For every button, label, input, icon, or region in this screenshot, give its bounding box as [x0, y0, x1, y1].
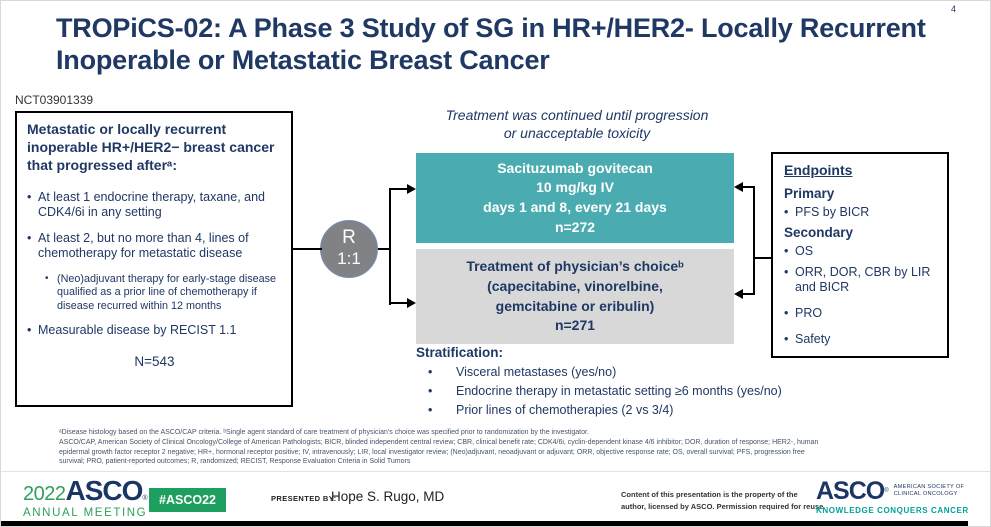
stratification-item: Endocrine therapy in metastatic setting … — [416, 382, 846, 401]
arm-tpc-line: Treatment of physician’s choiceᵇ — [466, 258, 684, 275]
annual-meeting-label: ANNUAL MEETING — [23, 507, 148, 519]
connector-line — [293, 248, 322, 250]
presented-by-label: PRESENTED BY: — [271, 494, 337, 503]
eligibility-box: Metastatic or locally recurrent inoperab… — [15, 111, 293, 407]
treatment-note: Treatment was continued until progressio… — [399, 107, 755, 143]
endpoints-secondary-label: Secondary — [784, 225, 854, 241]
arm-tpc-count: n=271 — [554, 317, 596, 334]
stratification-heading: Stratification: — [416, 345, 504, 360]
stratification-item: Prior lines of chemotherapies (2 vs 3/4) — [416, 401, 846, 420]
enrollment-count: N=543 — [134, 354, 175, 370]
registered-mark-icon: ® — [142, 495, 148, 502]
eligibility-sub-bullet: (Neo)adjuvant therapy for early-stage di… — [27, 273, 282, 313]
footnote-line: survival; PRO, patient-reported outcomes… — [59, 458, 411, 466]
endpoints-primary-label: Primary — [784, 186, 835, 201]
footnote-line: epidermal growth factor receptor 2 negat… — [59, 448, 805, 456]
hashtag-badge: #ASCO22 — [149, 488, 226, 512]
page-number: 4 — [950, 4, 956, 14]
endpoint-item: ORR, DOR, CBR by LIR and BICR — [784, 265, 939, 296]
footnote-line: ASCO/CAP, American Society of Clinical O… — [59, 438, 819, 446]
endpoints-heading: Endpoints — [784, 162, 853, 178]
arm-sg-line: days 1 and 8, every 21 days — [483, 199, 667, 215]
society-name-line: AMERICAN SOCIETY OF — [893, 483, 965, 490]
asco-logo-row: 2022 ASCO ® — [23, 475, 148, 506]
endpoint-item: Safety — [784, 332, 939, 348]
endpoints-box: Endpoints Primary PFS by BICR Secondary … — [771, 152, 949, 358]
footnotes: ᵃDisease histology based on the ASCO/CAP… — [59, 428, 984, 467]
eligibility-bullet: At least 1 endocrine therapy, taxane, an… — [27, 190, 282, 221]
treatment-note-line: or unacceptable toxicity — [503, 124, 651, 141]
logo-year: 2022 — [23, 483, 66, 505]
disclaimer-line: Content of this presentation is the prop… — [621, 490, 798, 499]
asco-society-logo: ASCO ® AMERICAN SOCIETY OF CLINICAL ONCO… — [816, 477, 969, 515]
arm-physicians-choice-box: Treatment of physician’s choiceᵇ (capeci… — [416, 249, 734, 344]
asco-society-row: ASCO ® AMERICAN SOCIETY OF CLINICAL ONCO… — [816, 477, 969, 505]
randomization-r: R — [342, 227, 356, 248]
arrow-left-icon — [734, 182, 743, 192]
arrow-right-icon — [407, 184, 416, 194]
footer-divider — [1, 471, 990, 472]
slide-title: TROPiCS-02: A Phase 3 Study of SG in HR+… — [56, 13, 926, 75]
nct-number: NCT03901339 — [15, 93, 94, 107]
asco-tagline: KNOWLEDGE CONQUERS CANCER — [816, 505, 969, 515]
asco-wordmark: ASCO — [65, 475, 144, 506]
connector-line — [743, 186, 755, 188]
randomization-ratio: 1:1 — [337, 249, 361, 269]
connector-line — [753, 186, 755, 295]
arm-sacituzumab-box: Sacituzumab govitecan 10 mg/kg IV days 1… — [416, 153, 734, 243]
treatment-note-line: Treatment was continued until progressio… — [445, 107, 709, 123]
connector-line — [743, 293, 755, 295]
arm-sg-line: Sacituzumab govitecan — [497, 159, 653, 176]
content-disclaimer: Content of this presentation is the prop… — [621, 489, 851, 512]
arrow-right-icon — [407, 298, 416, 308]
eligibility-bullet: Measurable disease by RECIST 1.1 — [27, 323, 282, 339]
connector-line — [389, 302, 408, 304]
endpoint-item: OS — [784, 244, 939, 260]
arm-sg-count: n=272 — [554, 218, 596, 235]
registered-mark-icon: ® — [884, 488, 889, 495]
asco-annual-meeting-logo: 2022 ASCO ® ANNUAL MEETING — [23, 475, 148, 519]
eligibility-heading: Metastatic or locally recurrent inoperab… — [27, 121, 275, 173]
stratification-item: Visceral metastases (yes/no) — [416, 363, 846, 382]
connector-line — [389, 188, 408, 190]
bottom-black-bar — [1, 521, 968, 526]
footnote-line: ᵃDisease histology based on the ASCO/CAP… — [59, 429, 589, 436]
endpoint-item: PFS by BICR — [784, 205, 939, 221]
arm-tpc-line: (capecitabine, vinorelbine, — [487, 277, 663, 294]
stratification-section: Stratification: Visceral metastases (yes… — [416, 345, 846, 419]
eligibility-bullet: At least 2, but no more than 4, lines of… — [27, 231, 282, 262]
society-name-line: CLINICAL ONCOLOGY — [893, 491, 958, 498]
arm-tpc-line: gemcitabine or eribulin) — [495, 297, 655, 314]
arm-sg-line: 10 mg/kg IV — [536, 179, 614, 196]
asco-wordmark: ASCO — [816, 477, 885, 505]
society-name: AMERICAN SOCIETY OF CLINICAL ONCOLOGY — [894, 484, 965, 499]
endpoint-item: PRO — [784, 306, 939, 322]
arrow-left-icon — [734, 289, 743, 299]
randomization-circle: R 1:1 — [320, 220, 378, 278]
connector-line — [378, 248, 391, 250]
connector-line — [389, 188, 391, 305]
connector-line — [753, 257, 772, 259]
presenter-name: Hope S. Rugo, MD — [331, 489, 445, 504]
disclaimer-line: author, licensed by ASCO. Permission req… — [621, 501, 826, 511]
